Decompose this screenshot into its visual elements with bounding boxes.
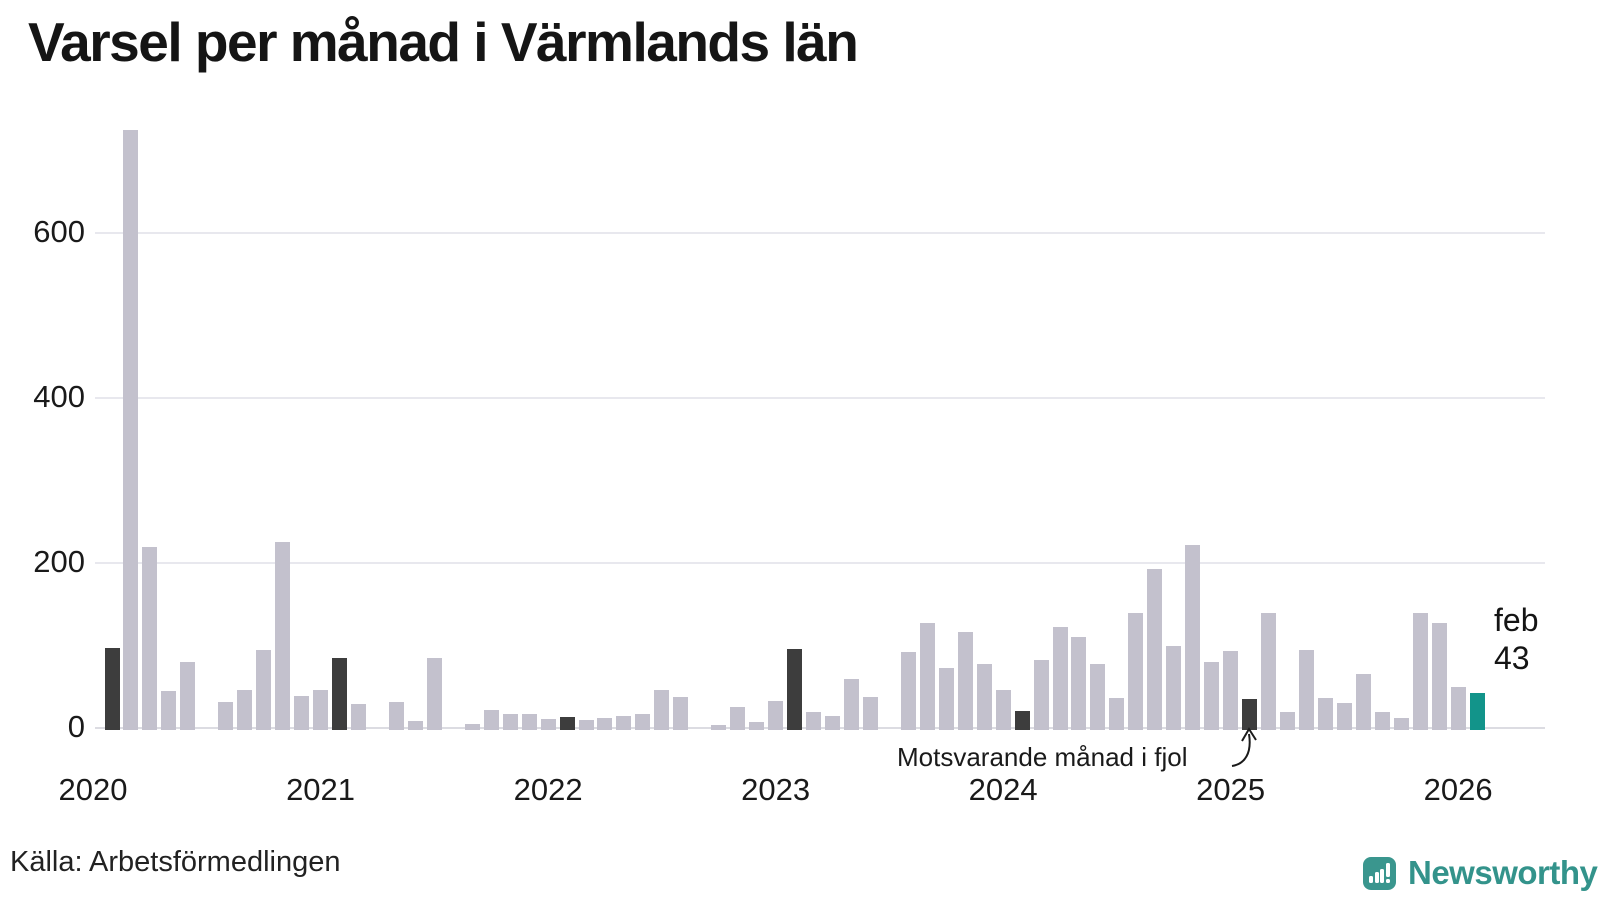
bar-2023-02 [787, 648, 803, 730]
bar-2022-04 [597, 718, 613, 730]
bar-2025-08 [1355, 674, 1371, 730]
bar-2023-04 [824, 716, 840, 730]
bar-2020-09 [237, 690, 253, 730]
source-label: Källa: Arbetsförmedlingen [10, 846, 341, 878]
bar-2024-04 [1052, 627, 1068, 730]
bar-2021-02 [332, 657, 348, 730]
bar-2023-06 [862, 696, 878, 730]
annotation-arrow [1231, 727, 1257, 767]
gridline-y400 [95, 397, 1545, 400]
bar-2025-05 [1298, 650, 1314, 730]
bar-2024-03 [1033, 659, 1049, 730]
bar-2024-02 [1014, 710, 1030, 730]
bar-2025-07 [1336, 703, 1352, 730]
y-tick-label: 400 [33, 379, 85, 415]
bar-2024-09 [1147, 568, 1163, 730]
bar-2020-08 [218, 702, 234, 730]
bar-2025-09 [1374, 711, 1390, 730]
x-year-label-2022: 2022 [513, 772, 583, 807]
bar-2021-01 [313, 690, 329, 730]
bar-2023-03 [806, 712, 822, 730]
bar-2020-06 [180, 662, 196, 730]
logo-bar-icon [1374, 871, 1379, 883]
bar-2020-11 [275, 542, 291, 730]
x-year-label-2024: 2024 [968, 772, 1038, 807]
newsworthy-logo: Newsworthy [1363, 854, 1598, 892]
bar-2023-10 [938, 667, 954, 730]
bar-2024-01 [995, 690, 1011, 730]
bar-2022-05 [616, 715, 632, 730]
newsworthy-wordmark: Newsworthy [1408, 854, 1598, 891]
bar-2024-11 [1185, 544, 1201, 730]
bar-2025-04 [1280, 711, 1296, 730]
bar-2022-02 [559, 717, 575, 730]
current-month-label: feb 43 [1494, 601, 1538, 677]
x-year-label-2021: 2021 [286, 772, 356, 807]
x-year-label-2025: 2025 [1196, 772, 1266, 807]
y-tick-label: 0 [67, 709, 85, 744]
bar-2021-05 [388, 701, 404, 730]
bar-2022-06 [635, 713, 651, 730]
logo-exclamation-icon [1386, 862, 1390, 877]
annotation-label: Motsvarande månad i fjol [897, 742, 1188, 772]
bar-2022-03 [578, 719, 594, 730]
logo-bar-icon [1380, 868, 1384, 883]
bar-2021-03 [350, 704, 366, 730]
bar-2020-02 [104, 648, 120, 730]
bar-2023-08 [900, 652, 916, 730]
bar-2025-11 [1412, 612, 1428, 730]
bar-2026-02 [1469, 692, 1485, 730]
current-month-name: feb [1494, 602, 1539, 638]
current-month-value: 43 [1494, 640, 1530, 676]
bar-2025-06 [1317, 698, 1333, 730]
bar-2023-11 [957, 632, 973, 730]
bar-2022-08 [673, 696, 689, 730]
bar-2021-06 [407, 721, 423, 730]
bar-2023-05 [843, 679, 859, 730]
bar-2020-04 [142, 546, 158, 730]
bar-2022-12 [749, 722, 765, 730]
bar-2022-07 [654, 690, 670, 730]
bar-2022-01 [540, 718, 556, 730]
y-tick-label: 600 [33, 214, 85, 250]
bar-2021-12 [521, 713, 537, 730]
x-year-label-2026: 2026 [1423, 772, 1493, 807]
bar-2025-03 [1261, 613, 1277, 730]
x-year-label-2020: 2020 [58, 772, 128, 807]
bar-2023-09 [919, 623, 935, 730]
bar-2024-07 [1109, 698, 1125, 730]
bar-2024-06 [1090, 664, 1106, 730]
bar-2022-10 [711, 724, 727, 730]
bar-2024-12 [1204, 662, 1220, 730]
bar-2020-12 [294, 695, 310, 730]
y-tick-label: 200 [33, 544, 85, 580]
chart-title: Varsel per månad i Värmlands län [28, 11, 859, 73]
x-year-label-2023: 2023 [741, 772, 811, 807]
bar-2024-08 [1128, 613, 1144, 730]
bar-2024-10 [1166, 645, 1182, 730]
bar-2021-07 [426, 657, 442, 730]
bar-2025-12 [1431, 623, 1447, 730]
newsworthy-logo-icon [1363, 856, 1396, 890]
bar-2021-10 [483, 709, 499, 730]
gridline-y600 [95, 232, 1545, 235]
bar-2022-11 [730, 706, 746, 730]
logo-exclamation-dot-icon [1386, 878, 1390, 883]
bar-2020-03 [123, 130, 139, 730]
bar-2026-01 [1450, 686, 1466, 730]
bar-2025-02 [1242, 699, 1258, 730]
gridline-y200 [95, 562, 1545, 565]
bar-2024-05 [1071, 637, 1087, 730]
bar-2020-10 [256, 650, 272, 730]
bar-2023-12 [976, 664, 992, 730]
bar-2025-01 [1223, 651, 1239, 730]
bar-2021-09 [464, 723, 480, 730]
bar-2020-05 [161, 690, 177, 730]
bar-2023-01 [768, 700, 784, 730]
logo-bar-icon [1369, 875, 1373, 883]
bar-2025-10 [1393, 718, 1409, 730]
bar-2021-11 [502, 713, 518, 730]
